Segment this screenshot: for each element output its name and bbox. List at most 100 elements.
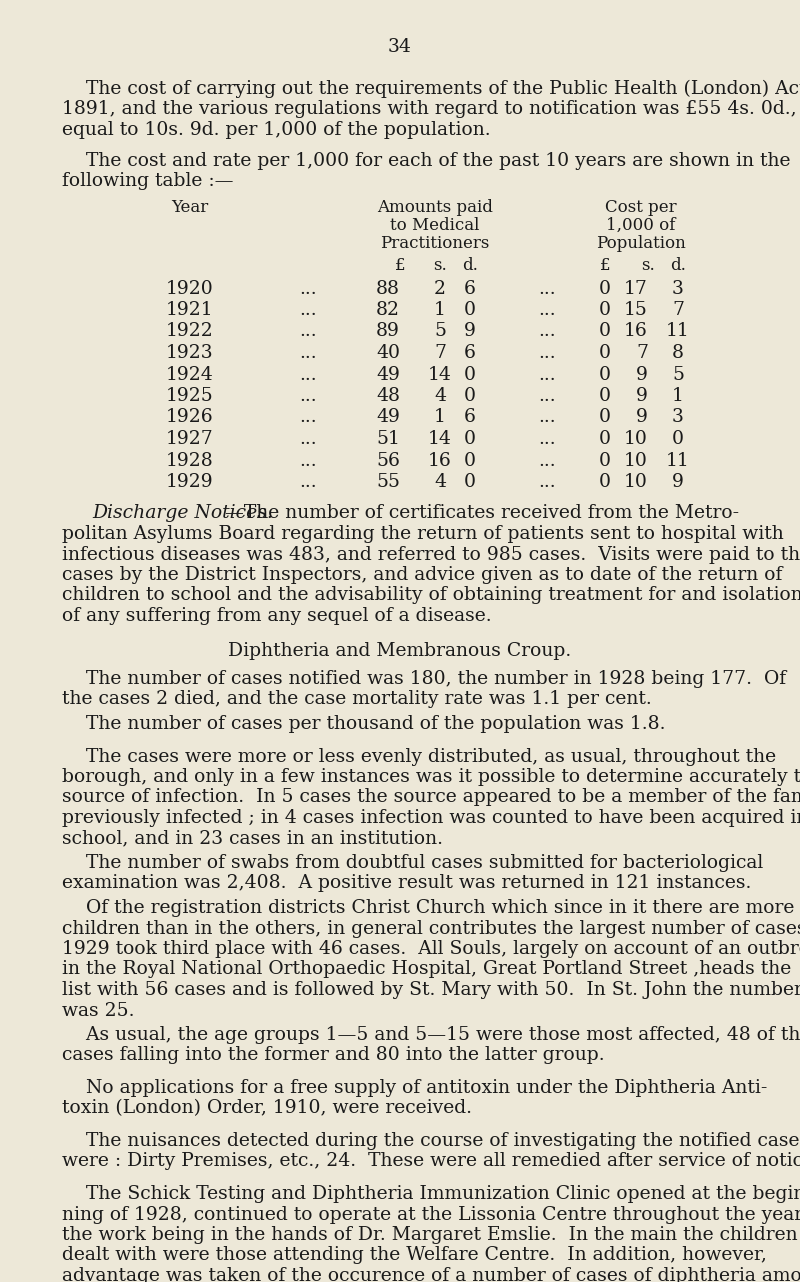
- Text: 0: 0: [464, 301, 476, 319]
- Text: 0: 0: [599, 301, 611, 319]
- Text: 3: 3: [672, 279, 684, 297]
- Text: 1922: 1922: [166, 323, 214, 341]
- Text: 0: 0: [672, 429, 684, 447]
- Text: list with 56 cases and is followed by St. Mary with 50.  In St. John the number: list with 56 cases and is followed by St…: [62, 981, 800, 999]
- Text: borough, and only in a few instances was it possible to determine accurately the: borough, and only in a few instances was…: [62, 768, 800, 786]
- Text: The cost and rate per 1,000 for each of the past 10 years are shown in the: The cost and rate per 1,000 for each of …: [62, 151, 790, 169]
- Text: 0: 0: [599, 409, 611, 427]
- Text: ...: ...: [538, 409, 556, 427]
- Text: Amounts paid: Amounts paid: [377, 199, 493, 215]
- Text: 16: 16: [428, 451, 452, 469]
- Text: The number of swabs from doubtful cases submitted for bacteriological: The number of swabs from doubtful cases …: [62, 854, 763, 872]
- Text: ...: ...: [299, 279, 317, 297]
- Text: 1926: 1926: [166, 409, 214, 427]
- Text: 1,000 of: 1,000 of: [606, 217, 676, 235]
- Text: 1920: 1920: [166, 279, 214, 297]
- Text: The nuisances detected during the course of investigating the notified cases: The nuisances detected during the course…: [62, 1132, 800, 1150]
- Text: 10: 10: [624, 451, 648, 469]
- Text: 14: 14: [428, 365, 452, 383]
- Text: children to school and the advisability of obtaining treatment for and isolation: children to school and the advisability …: [62, 586, 800, 605]
- Text: 15: 15: [624, 301, 648, 319]
- Text: 55: 55: [376, 473, 400, 491]
- Text: 7: 7: [672, 301, 684, 319]
- Text: 0: 0: [599, 344, 611, 362]
- Text: 49: 49: [376, 365, 400, 383]
- Text: 1929 took third place with 46 cases.  All Souls, largely on account of an outbre: 1929 took third place with 46 cases. All…: [62, 940, 800, 958]
- Text: s.: s.: [641, 256, 655, 274]
- Text: 1921: 1921: [166, 301, 214, 319]
- Text: 1: 1: [434, 301, 446, 319]
- Text: 14: 14: [428, 429, 452, 447]
- Text: ...: ...: [538, 279, 556, 297]
- Text: 8: 8: [672, 344, 684, 362]
- Text: 0: 0: [599, 323, 611, 341]
- Text: ...: ...: [538, 451, 556, 469]
- Text: in the Royal National Orthopaedic Hospital, Great Portland Street ,heads the: in the Royal National Orthopaedic Hospit…: [62, 960, 791, 978]
- Text: ...: ...: [299, 365, 317, 383]
- Text: 7: 7: [434, 344, 446, 362]
- Text: 17: 17: [624, 279, 648, 297]
- Text: £: £: [600, 256, 610, 274]
- Text: s.: s.: [433, 256, 447, 274]
- Text: 0: 0: [599, 279, 611, 297]
- Text: 0: 0: [599, 473, 611, 491]
- Text: ...: ...: [538, 365, 556, 383]
- Text: 34: 34: [388, 38, 412, 56]
- Text: ...: ...: [538, 301, 556, 319]
- Text: 0: 0: [464, 365, 476, 383]
- Text: ...: ...: [299, 429, 317, 447]
- Text: 9: 9: [636, 409, 648, 427]
- Text: ...: ...: [538, 323, 556, 341]
- Text: 5: 5: [434, 323, 446, 341]
- Text: 82: 82: [376, 301, 400, 319]
- Text: 89: 89: [376, 323, 400, 341]
- Text: ning of 1928, continued to operate at the Lissonia Centre throughout the year,: ning of 1928, continued to operate at th…: [62, 1205, 800, 1223]
- Text: 3: 3: [672, 409, 684, 427]
- Text: ...: ...: [299, 301, 317, 319]
- Text: As usual, the age groups 1—5 and 5—15 were those most affected, 48 of the: As usual, the age groups 1—5 and 5—15 we…: [62, 1026, 800, 1044]
- Text: was 25.: was 25.: [62, 1001, 134, 1019]
- Text: 1923: 1923: [166, 344, 214, 362]
- Text: following table :—: following table :—: [62, 172, 234, 190]
- Text: dealt with were those attending the Welfare Centre.  In addition, however,: dealt with were those attending the Welf…: [62, 1246, 767, 1264]
- Text: £: £: [394, 256, 406, 274]
- Text: infectious diseases was 483, and referred to 985 cases.  Visits were paid to the: infectious diseases was 483, and referre…: [62, 546, 800, 564]
- Text: examination was 2,408.  A positive result was returned in 121 instances.: examination was 2,408. A positive result…: [62, 874, 751, 892]
- Text: ...: ...: [538, 387, 556, 405]
- Text: politan Asylums Board regarding the return of patients sent to hospital with: politan Asylums Board regarding the retu…: [62, 526, 784, 544]
- Text: 0: 0: [464, 387, 476, 405]
- Text: 1929: 1929: [166, 473, 214, 491]
- Text: 56: 56: [376, 451, 400, 469]
- Text: advantage was taken of the occurence of a number of cases of diphtheria amongst: advantage was taken of the occurence of …: [62, 1267, 800, 1282]
- Text: 88: 88: [376, 279, 400, 297]
- Text: 6: 6: [464, 279, 476, 297]
- Text: 1927: 1927: [166, 429, 214, 447]
- Text: 9: 9: [464, 323, 476, 341]
- Text: 49: 49: [376, 409, 400, 427]
- Text: The number of cases per thousand of the population was 1.8.: The number of cases per thousand of the …: [62, 715, 666, 733]
- Text: 0: 0: [599, 451, 611, 469]
- Text: ...: ...: [299, 409, 317, 427]
- Text: 51: 51: [376, 429, 400, 447]
- Text: 9: 9: [636, 387, 648, 405]
- Text: No applications for a free supply of antitoxin under the Diphtheria Anti-: No applications for a free supply of ant…: [62, 1079, 767, 1097]
- Text: 48: 48: [376, 387, 400, 405]
- Text: of any suffering from any sequel of a disease.: of any suffering from any sequel of a di…: [62, 606, 492, 626]
- Text: previously infected ; in 4 cases infection was counted to have been acquired in: previously infected ; in 4 cases infecti…: [62, 809, 800, 827]
- Text: 9: 9: [672, 473, 684, 491]
- Text: school, and in 23 cases in an institution.: school, and in 23 cases in an institutio…: [62, 829, 443, 847]
- Text: ...: ...: [538, 429, 556, 447]
- Text: Discharge Notices.: Discharge Notices.: [92, 505, 273, 523]
- Text: Diphtheria and Membranous Croup.: Diphtheria and Membranous Croup.: [228, 641, 572, 659]
- Text: 7: 7: [636, 344, 648, 362]
- Text: 1925: 1925: [166, 387, 214, 405]
- Text: Cost per: Cost per: [605, 199, 677, 215]
- Text: The Schick Testing and Diphtheria Immunization Clinic opened at the begin-: The Schick Testing and Diphtheria Immuni…: [62, 1185, 800, 1203]
- Text: 0: 0: [464, 473, 476, 491]
- Text: 10: 10: [624, 429, 648, 447]
- Text: Of the registration districts Christ Church which since in it there are more: Of the registration districts Christ Chu…: [62, 899, 794, 917]
- Text: 1891, and the various regulations with regard to notification was £55 4s. 0d.,: 1891, and the various regulations with r…: [62, 100, 797, 118]
- Text: The cases were more or less evenly distributed, as usual, throughout the: The cases were more or less evenly distr…: [62, 747, 776, 765]
- Text: ...: ...: [299, 344, 317, 362]
- Text: 0: 0: [599, 429, 611, 447]
